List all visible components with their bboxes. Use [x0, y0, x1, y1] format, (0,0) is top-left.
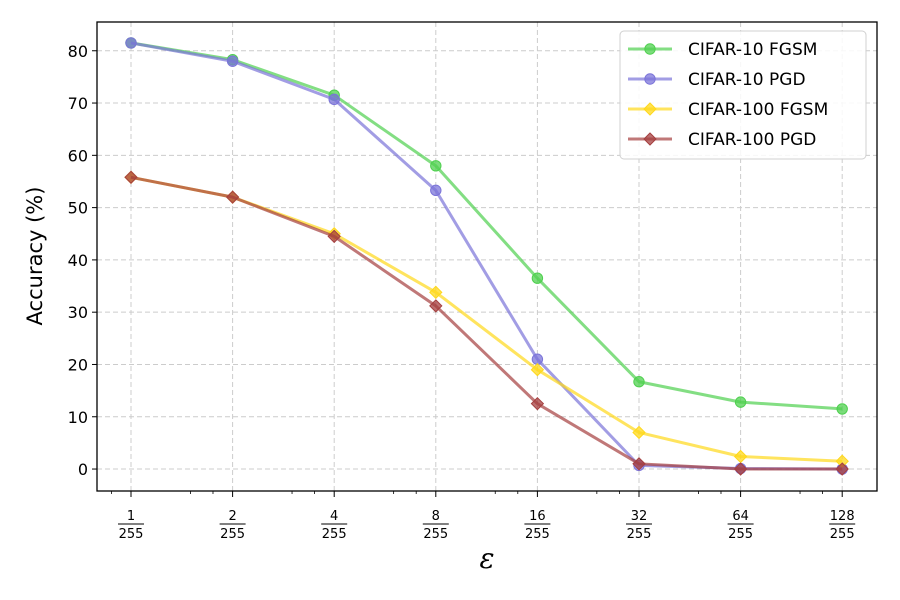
- legend-marker: [644, 73, 656, 85]
- legend-marker: [643, 132, 657, 146]
- y-tick-label: 0: [78, 460, 88, 479]
- y-tick-label: 20: [68, 355, 88, 374]
- legend-label: CIFAR-100 PGD: [688, 130, 816, 150]
- legend-marker: [643, 102, 657, 116]
- legend-entry: CIFAR-100 FGSM: [628, 100, 828, 120]
- y-axis-label: Accuracy (%): [23, 187, 47, 326]
- x-tick-numerator: 128: [830, 509, 855, 524]
- legend-label: CIFAR-10 FGSM: [688, 40, 817, 60]
- x-tick-numerator: 64: [732, 509, 749, 524]
- data-point: [124, 170, 138, 184]
- x-axis-label: ε: [479, 542, 494, 575]
- x-tick-denominator: 255: [525, 527, 550, 542]
- data-point: [430, 160, 442, 172]
- data-point: [226, 55, 239, 67]
- legend-entry: CIFAR-100 PGD: [628, 130, 816, 150]
- legend-label: CIFAR-100 FGSM: [688, 100, 828, 120]
- x-tick-numerator: 32: [631, 509, 648, 524]
- y-tick-label: 10: [68, 408, 88, 427]
- y-tick-label: 50: [68, 199, 88, 218]
- plot-frame: [96, 21, 878, 492]
- data-point: [531, 272, 544, 284]
- data-point: [733, 449, 748, 464]
- x-tick-numerator: 2: [228, 509, 236, 524]
- series-cifar-100-pgd: [124, 170, 849, 476]
- x-tick-numerator: 8: [432, 509, 440, 524]
- legend: CIFAR-10 FGSM CIFAR-10 PGD CIFAR-100 FGSM C…: [619, 30, 867, 160]
- data-point: [328, 93, 340, 106]
- y-tick-label: 40: [68, 251, 88, 270]
- data-point: [633, 376, 645, 388]
- data-point: [225, 190, 240, 204]
- data-point: [835, 462, 849, 476]
- y-tick-label: 60: [68, 146, 88, 165]
- x-tick-denominator: 255: [728, 527, 753, 542]
- data-point: [429, 285, 443, 300]
- data-point: [734, 396, 747, 408]
- legend-entry: CIFAR-10 PGD: [628, 70, 806, 90]
- x-tick-numerator: 16: [529, 509, 546, 524]
- data-point: [430, 184, 442, 197]
- data-point: [429, 299, 443, 313]
- series-cifar-100-fgsm: [124, 170, 849, 468]
- x-tick-denominator: 255: [830, 527, 855, 542]
- data-point: [327, 229, 341, 244]
- data-point: [530, 396, 545, 411]
- legend-box: [619, 30, 867, 160]
- legend-marker: [644, 43, 656, 55]
- series-layer: [124, 37, 849, 476]
- y-tick-label: 70: [68, 94, 88, 113]
- x-tick-denominator: 255: [220, 527, 245, 542]
- data-point: [733, 462, 748, 476]
- legend-label: CIFAR-10 PGD: [688, 70, 806, 90]
- data-point: [632, 425, 646, 440]
- series-line: [130, 175, 843, 471]
- data-point: [530, 362, 545, 377]
- data-point: [632, 457, 646, 471]
- x-tick-numerator: 1: [127, 509, 135, 524]
- axis-ticks: 0102030405060708012552255425582551625532…: [68, 42, 856, 542]
- x-tick-denominator: 255: [322, 527, 347, 542]
- series-line: [130, 41, 843, 411]
- legend-entry: CIFAR-10 FGSM: [628, 40, 817, 60]
- y-tick-label: 80: [68, 42, 88, 61]
- data-point: [836, 403, 848, 415]
- y-tick-label: 30: [68, 303, 88, 322]
- data-point: [125, 37, 137, 49]
- x-tick-denominator: 255: [119, 527, 144, 542]
- x-tick-numerator: 4: [330, 509, 338, 524]
- x-tick-denominator: 255: [423, 527, 448, 542]
- data-point: [531, 353, 544, 365]
- x-tick-denominator: 255: [627, 527, 652, 542]
